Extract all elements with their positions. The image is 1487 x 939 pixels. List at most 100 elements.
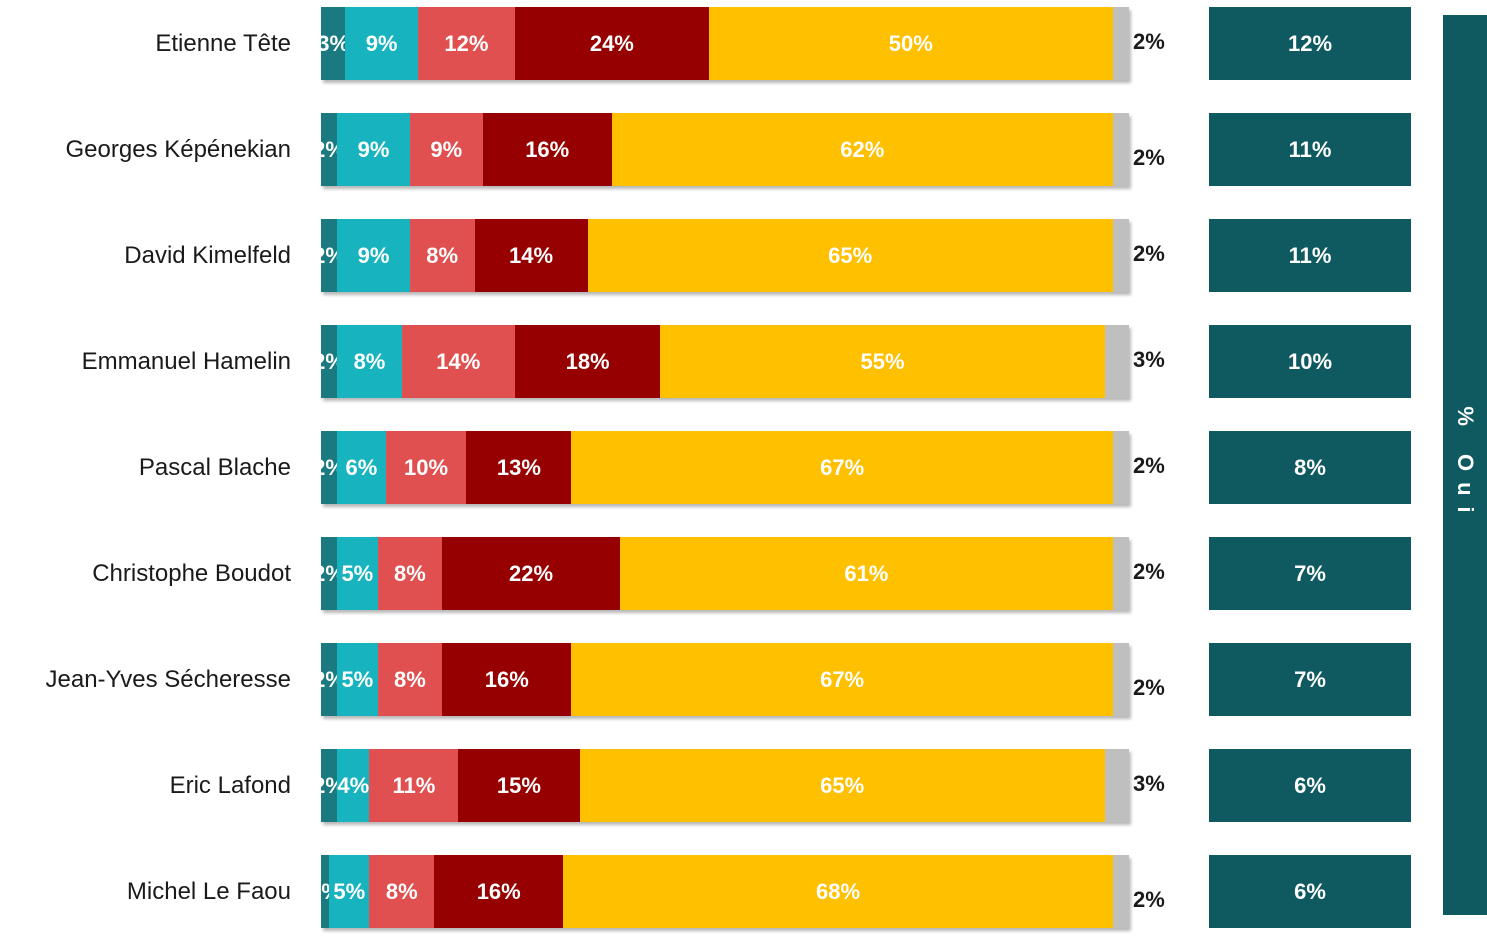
row-label: Michel Le Faou <box>126 877 291 905</box>
bar-segment <box>1112 855 1129 928</box>
bar-segment <box>1112 7 1129 80</box>
segment-label: 13% <box>496 454 541 480</box>
bar-segment: 8% <box>337 325 402 398</box>
row-label: Georges Képénekian <box>65 135 292 163</box>
bar-segment: 2% <box>313 325 345 398</box>
bar-segment <box>1112 431 1129 504</box>
bar-segment <box>1112 219 1129 292</box>
bar-segment: 2% <box>313 219 345 292</box>
bar-segment: 5% <box>337 643 378 716</box>
stacked-bar: 2% 9% 9% 16% 62% <box>313 113 1129 186</box>
row-label: Etienne Tête <box>155 29 291 57</box>
segment-label: 3% <box>317 30 350 56</box>
stacked-bar: 2% 8% 14% 18% 55% <box>313 325 1129 398</box>
remainder-label: 3% <box>1133 771 1165 796</box>
segment-label: 6% <box>345 454 378 480</box>
bar-segment: 1% <box>309 855 341 928</box>
segment-label: 5% <box>333 878 366 904</box>
oui-value-box: 6% <box>1209 855 1411 928</box>
bar-segment: 65% <box>587 219 1113 292</box>
segment-label: 14% <box>509 242 554 268</box>
bar-segment: 9% <box>337 113 410 186</box>
bar-segment: 18% <box>514 325 661 398</box>
bar-segment: 67% <box>571 431 1113 504</box>
stacked-bar: 2% 4% 11% 15% 65% <box>313 749 1129 822</box>
bar-segment: 14% <box>401 325 515 398</box>
bar-segment: 8% <box>409 219 475 292</box>
oui-value-box: 8% <box>1209 431 1411 504</box>
row-label: Christophe Boudot <box>92 559 291 587</box>
segment-label: 15% <box>496 772 541 798</box>
segment-label: 10% <box>403 454 449 480</box>
segment-label: 8% <box>393 560 426 586</box>
oui-value-label: 10% <box>1287 348 1333 374</box>
oui-value-label: 11% <box>1288 136 1332 162</box>
row-label: David Kimelfeld <box>124 241 291 269</box>
segment-label: 16% <box>525 136 570 162</box>
segment-label: 24% <box>589 30 634 56</box>
bar-segment: 22% <box>442 537 620 610</box>
bar-segment: 16% <box>442 643 572 716</box>
stacked-bar: 1% 5% 8% 16% 68% <box>309 855 1129 928</box>
bar-segment: 62% <box>611 113 1113 186</box>
oui-value-box: 6% <box>1209 749 1411 822</box>
bar-segment: 5% <box>329 855 370 928</box>
segment-label: 55% <box>860 348 905 374</box>
remainder-label: 2% <box>1133 453 1165 478</box>
segment-label: 67% <box>820 666 865 692</box>
bar-segment: 5% <box>337 537 378 610</box>
segment-label: 18% <box>565 348 610 374</box>
oui-value-label: 6% <box>1294 772 1326 798</box>
bar-segment: 2% <box>313 749 345 822</box>
oui-value-label: 12% <box>1287 30 1333 56</box>
row-label: Emmanuel Hamelin <box>81 347 291 375</box>
segment-label: 8% <box>393 666 426 692</box>
stacked-bar: 2% 5% 8% 16% 67% <box>313 643 1129 716</box>
bar-segment: 16% <box>482 113 612 186</box>
bar-segment: 8% <box>377 643 443 716</box>
oui-value-label: 8% <box>1294 454 1326 480</box>
oui-value-box: 7% <box>1209 537 1411 610</box>
bar-segment: 13% <box>466 431 572 504</box>
bar-segment: 9% <box>337 219 410 292</box>
bar-segment: 68% <box>563 855 1113 928</box>
oui-value-label: 11% <box>1288 242 1332 268</box>
stacked-bar: 2% 5% 8% 22% 61% <box>313 537 1129 610</box>
stacked-bar: 3% 9% 12% 24% 50% <box>317 7 1129 80</box>
bar-segment: 8% <box>369 855 435 928</box>
oui-value-box: 11% <box>1209 219 1411 292</box>
bar-segment: 2% <box>313 643 345 716</box>
segment-label: 8% <box>426 242 459 268</box>
bar-segment: 67% <box>571 643 1113 716</box>
segment-label: 12% <box>444 30 489 56</box>
remainder-label: 2% <box>1133 675 1165 700</box>
bar-segment: 50% <box>708 7 1113 80</box>
bar-segment <box>1112 113 1129 186</box>
bar-segment <box>1104 325 1129 398</box>
bar-segment: 14% <box>474 219 588 292</box>
bar-segment: 55% <box>660 325 1105 398</box>
bar-segment: 61% <box>619 537 1113 610</box>
bar-segment <box>1112 643 1129 716</box>
bar-segment: 16% <box>434 855 564 928</box>
segment-label: 68% <box>816 878 861 904</box>
segment-label: 8% <box>385 878 418 904</box>
row-label: Pascal Blache <box>138 453 291 481</box>
segment-label: 62% <box>840 136 885 162</box>
segment-label: 5% <box>341 560 374 586</box>
bar-segment: 6% <box>337 431 386 504</box>
bar-segment: 8% <box>377 537 443 610</box>
segment-label: 65% <box>820 772 865 798</box>
segment-label: 65% <box>828 242 873 268</box>
oui-column-header: % Oui <box>1443 15 1487 915</box>
oui-value-box: 7% <box>1209 643 1411 716</box>
oui-value-label: 7% <box>1294 666 1326 692</box>
row-label: Jean-Yves Sécheresse <box>45 665 291 693</box>
segment-label: 9% <box>365 30 398 56</box>
oui-value-box: 12% <box>1209 7 1411 80</box>
oui-value-box: 10% <box>1209 325 1411 398</box>
segment-label: 9% <box>357 136 390 162</box>
segment-label: 5% <box>341 666 374 692</box>
bar-segment: 11% <box>369 749 459 822</box>
